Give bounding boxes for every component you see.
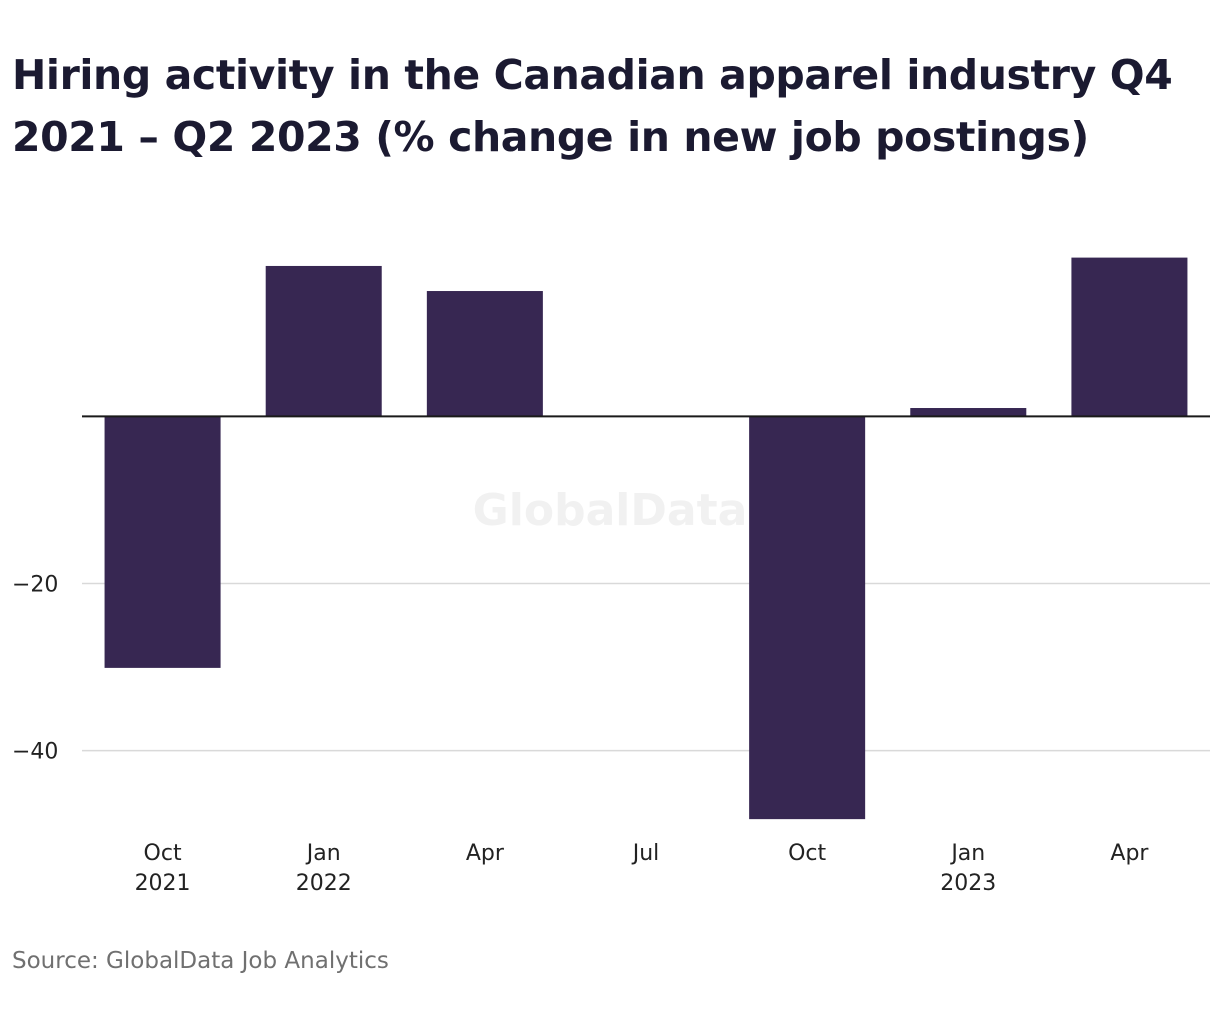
y-tick-label: −40 [12, 740, 58, 765]
bar [265, 265, 382, 417]
y-axis-tick-labels: −20 −40 [12, 572, 58, 764]
x-tick-label: Jan 2022 [296, 841, 352, 896]
x-tick-label: Apr [1110, 841, 1149, 866]
x-tick-label: Jan 2023 [940, 841, 996, 896]
x-axis-tick-labels: Oct 2021 Jan 2022 Apr Jul Oct Jan 2023 Apr [135, 841, 1150, 896]
x-tick-label: Oct 2021 [135, 841, 191, 896]
bar [426, 291, 543, 417]
watermark-layer: GlobalData [473, 485, 748, 536]
x-tick-label: Oct [788, 841, 826, 866]
chart-title: Hiring activity in the Canadian apparel … [12, 51, 1173, 161]
y-tick-label: −20 [12, 572, 58, 597]
gridlines [82, 582, 1210, 752]
bars [104, 257, 1188, 820]
bar [1071, 257, 1188, 417]
x-tick-label: Jul [631, 841, 660, 866]
bar [104, 416, 221, 668]
watermark-text: GlobalData [473, 485, 748, 536]
source-note: Source: GlobalData Job Analytics [12, 948, 389, 974]
bar [749, 416, 866, 820]
bar [910, 408, 1027, 417]
x-tick-label: Apr [466, 841, 505, 866]
